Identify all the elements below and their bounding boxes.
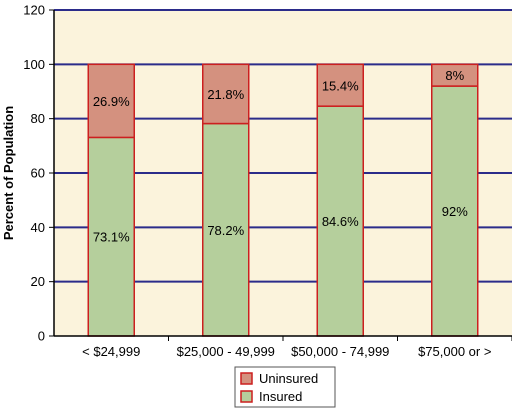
bar-uninsured [316,63,364,107]
legend: Uninsured Insured [234,366,336,408]
x-axis-ticks: < $24,999 $25,000 - 49,999 $50,000 - 74,99… [82,336,512,359]
data-label-uninsured: 15.4% [322,78,359,93]
y-tick-label: 20 [31,274,45,289]
x-tick-label: $25,000 - 49,999 [177,344,275,359]
data-label-uninsured: 26.9% [93,94,130,109]
x-tick-label: < $24,999 [82,344,140,359]
bar-uninsured [431,63,479,87]
y-tick-label: 40 [31,220,45,235]
y-tick-label: 120 [23,3,45,18]
y-axis-ticks: 0 20 40 60 80 100 120 [23,3,54,344]
legend-label-insured: Insured [259,389,302,404]
x-tick-label: $75,000 or > [418,344,491,359]
legend-swatch-insured [240,390,253,403]
x-tick-label: $50,000 - 74,999 [291,344,389,359]
y-tick-label: 80 [31,111,45,126]
y-axis-title: Percent of Population [1,106,16,240]
bar-insured [202,122,250,337]
data-label-insured: 73.1% [93,230,130,245]
y-tick-label: 0 [38,329,45,344]
data-label-insured: 78.2% [207,223,244,238]
bar-uninsured [87,63,135,139]
bar-uninsured [202,63,250,125]
y-tick-label: 60 [31,166,45,181]
legend-label-uninsured: Uninsured [259,371,318,386]
data-label-uninsured: 21.8% [207,87,244,102]
y-tick-label: 100 [23,57,45,72]
data-label-insured: 92% [442,204,468,219]
data-label-uninsured: 8% [445,68,464,83]
bars: 73.1% 26.9% 78.2% 21.8% 84.6% 15.4% 92% 8% [87,63,479,337]
bar-insured [316,105,364,337]
data-label-insured: 84.6% [322,214,359,229]
legend-swatch-uninsured [240,372,253,385]
